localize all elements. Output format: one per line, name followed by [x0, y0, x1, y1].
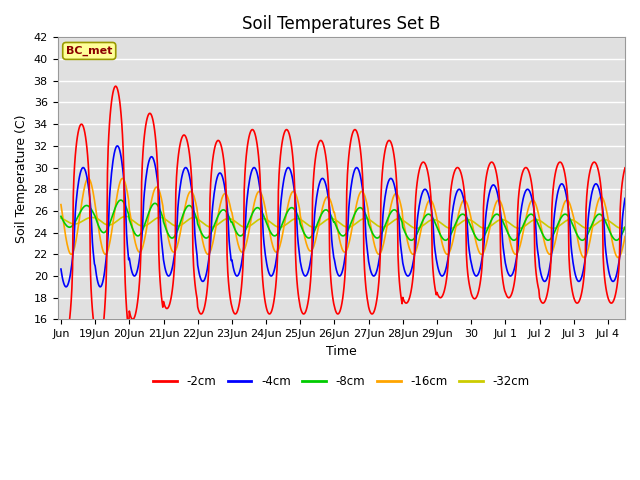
- -8cm: [609, 234, 616, 240]
- -2cm: [234, 306, 242, 312]
- -32cm: [621, 225, 629, 230]
- Text: BC_met: BC_met: [66, 46, 113, 56]
- -16cm: [57, 202, 65, 207]
- -32cm: [413, 226, 420, 231]
- -4cm: [62, 284, 70, 289]
- -4cm: [307, 254, 315, 260]
- -2cm: [394, 196, 401, 202]
- -2cm: [112, 83, 120, 89]
- -32cm: [57, 215, 65, 221]
- -4cm: [113, 143, 121, 149]
- -16cm: [580, 255, 588, 261]
- Y-axis label: Soil Temperature (C): Soil Temperature (C): [15, 114, 28, 242]
- Legend: -2cm, -4cm, -8cm, -16cm, -32cm: -2cm, -4cm, -8cm, -16cm, -32cm: [148, 370, 534, 393]
- -8cm: [506, 233, 513, 239]
- -16cm: [393, 191, 401, 197]
- -8cm: [393, 208, 401, 214]
- -4cm: [57, 266, 65, 272]
- -16cm: [621, 234, 629, 240]
- -16cm: [505, 233, 513, 239]
- -2cm: [95, 344, 102, 349]
- -8cm: [116, 197, 124, 203]
- -8cm: [57, 214, 65, 219]
- Line: -16cm: -16cm: [61, 179, 625, 258]
- -8cm: [407, 237, 415, 243]
- -8cm: [234, 231, 241, 237]
- -4cm: [234, 273, 242, 278]
- -16cm: [84, 176, 92, 181]
- -16cm: [609, 240, 616, 246]
- -32cm: [393, 216, 401, 222]
- Title: Soil Temperatures Set B: Soil Temperatures Set B: [242, 15, 440, 33]
- -2cm: [307, 269, 315, 275]
- Line: -4cm: -4cm: [61, 146, 625, 287]
- -2cm: [621, 165, 629, 171]
- -4cm: [506, 273, 513, 278]
- -2cm: [57, 329, 65, 335]
- Line: -8cm: -8cm: [61, 200, 625, 240]
- -8cm: [307, 234, 314, 240]
- -32cm: [609, 221, 616, 227]
- -32cm: [234, 220, 241, 226]
- -32cm: [446, 226, 454, 231]
- -8cm: [621, 224, 629, 230]
- -4cm: [621, 195, 629, 201]
- X-axis label: Time: Time: [326, 345, 356, 358]
- -8cm: [446, 233, 454, 239]
- -16cm: [307, 248, 314, 254]
- -16cm: [234, 238, 241, 244]
- -4cm: [394, 199, 401, 205]
- -32cm: [506, 220, 513, 226]
- -2cm: [446, 196, 454, 202]
- -2cm: [609, 300, 616, 305]
- Line: -32cm: -32cm: [61, 216, 625, 228]
- Line: -2cm: -2cm: [61, 86, 625, 347]
- -16cm: [445, 250, 453, 255]
- -32cm: [122, 214, 130, 219]
- -4cm: [609, 278, 616, 284]
- -2cm: [506, 295, 513, 300]
- -32cm: [307, 224, 314, 229]
- -4cm: [446, 240, 454, 246]
